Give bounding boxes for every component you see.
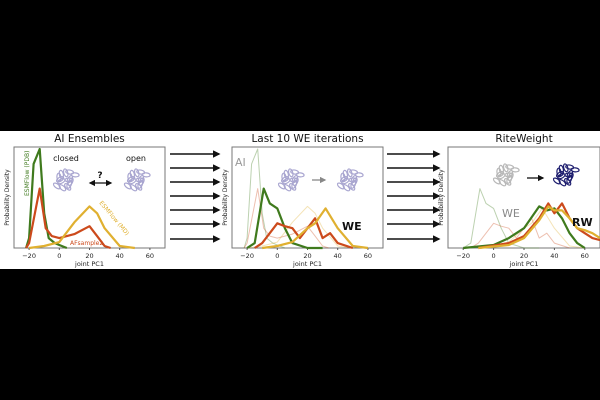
x-tick-label: −20 xyxy=(240,252,254,260)
start-protein-icon xyxy=(277,168,305,192)
panel-title: AI Ensembles xyxy=(54,133,125,145)
protein-helix xyxy=(283,184,292,192)
question-mark: ? xyxy=(97,171,102,181)
ai-faint-label: AI xyxy=(235,156,246,169)
protein-helix xyxy=(129,184,138,192)
protein-helix xyxy=(133,168,140,178)
series-line xyxy=(243,188,329,249)
protein-helix xyxy=(562,163,569,173)
protein-helix xyxy=(58,184,67,192)
panel-title: RiteWeight xyxy=(495,133,552,145)
x-tick-label: 40 xyxy=(550,252,558,260)
series-line-esmflow-md- xyxy=(28,205,135,250)
closed-protein-icon xyxy=(52,168,80,192)
protein-helix xyxy=(65,169,75,175)
axes-frame xyxy=(13,146,166,249)
protein-helix xyxy=(127,172,133,182)
x-tick-label: 20 xyxy=(85,252,93,260)
protein-helix xyxy=(563,178,572,186)
protein-helix xyxy=(281,172,287,182)
protein-helix xyxy=(565,164,575,170)
protein-helix xyxy=(137,174,145,184)
x-tick-label: 0 xyxy=(57,252,61,260)
we-faint-label: WE xyxy=(502,207,520,220)
start-protein-icon xyxy=(492,163,520,187)
protein-helix xyxy=(566,169,574,179)
series-line xyxy=(246,187,323,250)
closed-label: closed xyxy=(53,154,79,163)
protein-helix xyxy=(349,169,359,175)
panel-1: AI Ensembles joint PC1 Probability Density… xyxy=(4,133,166,268)
series-line xyxy=(262,207,369,250)
we-bold-label: WE xyxy=(342,220,362,233)
label-esmflow-pdb: ESMFlow (PDB) xyxy=(24,151,31,196)
panel-2: Last 10 WE iterations joint PC1 Probabilit… xyxy=(222,133,384,268)
x-tick-label: −20 xyxy=(456,252,470,260)
end-protein-icon xyxy=(336,168,364,192)
y-axis-label: Probability Density xyxy=(222,169,229,226)
protein-helix xyxy=(291,174,299,184)
protein-helix xyxy=(288,183,297,191)
protein-helix xyxy=(290,169,300,175)
open-protein-icon xyxy=(123,168,151,192)
x-tick-label: 40 xyxy=(116,252,124,260)
protein-helix xyxy=(63,183,72,191)
protein-helix xyxy=(502,163,509,173)
label-afsample2: AFsample2 xyxy=(70,240,103,247)
series-line xyxy=(470,217,570,249)
panel-title: Last 10 WE iterations xyxy=(251,133,363,145)
x-tick-label: −20 xyxy=(22,252,36,260)
y-axis-label: Probability Density xyxy=(4,169,11,226)
protein-helix xyxy=(503,178,512,186)
series-line xyxy=(462,188,540,249)
end-protein-icon xyxy=(552,163,580,187)
x-tick-label: 40 xyxy=(334,252,342,260)
x-axis-label: joint PC1 xyxy=(509,260,539,268)
rw-bold-label: RW xyxy=(572,216,593,229)
x-axis-label: joint PC1 xyxy=(292,260,322,268)
protein-helix xyxy=(556,167,562,177)
protein-helix xyxy=(498,179,507,187)
protein-helix xyxy=(340,172,346,182)
series-line xyxy=(478,202,600,250)
protein-helix xyxy=(56,172,62,182)
series-line xyxy=(247,205,353,249)
protein-helix xyxy=(346,168,353,178)
open-label: open xyxy=(126,154,146,163)
axes-frame xyxy=(447,146,600,249)
series-line xyxy=(243,148,286,249)
x-tick-label: 60 xyxy=(146,252,154,260)
protein-helix xyxy=(136,169,146,175)
protein-helix xyxy=(558,179,567,187)
x-tick-label: 20 xyxy=(303,252,311,260)
x-tick-label: 20 xyxy=(520,252,528,260)
x-tick-label: 60 xyxy=(581,252,589,260)
series-line-afsample2 xyxy=(25,187,111,250)
x-axis-label: joint PC1 xyxy=(74,260,104,268)
protein-helix xyxy=(287,168,294,178)
series-line xyxy=(478,205,600,250)
x-tick-label: 0 xyxy=(492,252,496,260)
protein-helix xyxy=(134,183,143,191)
protein-helix xyxy=(347,183,356,191)
x-tick-label: 0 xyxy=(275,252,279,260)
x-tick-label: 60 xyxy=(364,252,372,260)
protein-helix xyxy=(342,184,351,192)
panel-3: RiteWeight joint PC1 Probability Density −2… xyxy=(438,133,600,268)
protein-helix xyxy=(350,174,358,184)
protein-helix xyxy=(496,167,502,177)
y-axis-label: Probability Density xyxy=(438,169,445,226)
protein-helix xyxy=(62,168,69,178)
protein-helix xyxy=(506,169,514,179)
protein-helix xyxy=(66,174,74,184)
protein-helix xyxy=(505,164,515,170)
